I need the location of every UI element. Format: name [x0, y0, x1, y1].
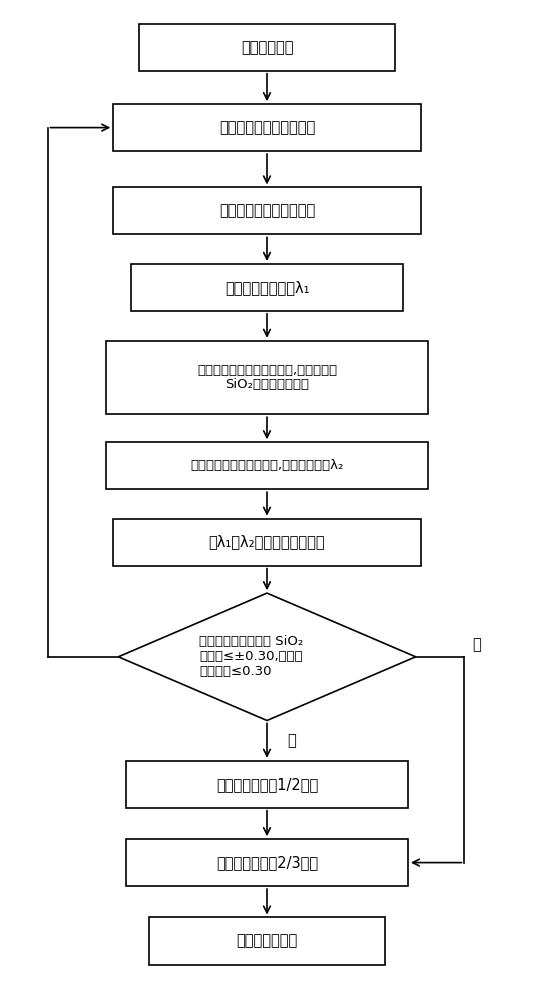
FancyBboxPatch shape	[139, 24, 395, 71]
Polygon shape	[119, 593, 415, 720]
FancyBboxPatch shape	[126, 761, 408, 808]
Text: 依据目标值和实际碱度值,计算出调整量λ₂: 依据目标值和实际碱度值,计算出调整量λ₂	[190, 459, 344, 472]
Text: 由λ₁和λ₂，计算出调整幅度: 由λ₁和λ₂，计算出调整幅度	[209, 535, 325, 550]
Text: 做出调整幅度的1/2调整: 做出调整幅度的1/2调整	[216, 777, 318, 792]
FancyBboxPatch shape	[131, 264, 403, 311]
FancyBboxPatch shape	[126, 839, 408, 886]
Text: 做出调整幅度的2/3调整: 做出调整幅度的2/3调整	[216, 855, 318, 870]
Text: 计算老堆混匀矿化学成分: 计算老堆混匀矿化学成分	[219, 120, 315, 135]
Text: 否: 否	[472, 637, 481, 652]
Text: 依据换堆前十个烧结矿样点,计算出平均
SiO₂值和平均碱度值: 依据换堆前十个烧结矿样点,计算出平均 SiO₂值和平均碱度值	[197, 363, 337, 391]
Text: 判断新、老堆混匀矿 SiO₂
变换值≤±0.30,且氧化
钙变化值≤0.30: 判断新、老堆混匀矿 SiO₂ 变换值≤±0.30,且氧化 钙变化值≤0.30	[200, 635, 304, 678]
FancyBboxPatch shape	[113, 519, 421, 566]
Text: 烧结矿成分校验: 烧结矿成分校验	[237, 934, 297, 948]
FancyBboxPatch shape	[149, 917, 385, 965]
FancyBboxPatch shape	[113, 187, 421, 234]
FancyBboxPatch shape	[106, 341, 428, 414]
Text: 是: 是	[287, 733, 296, 748]
FancyBboxPatch shape	[106, 442, 428, 489]
Text: 换堆碱度调整: 换堆碱度调整	[241, 40, 293, 55]
FancyBboxPatch shape	[113, 104, 421, 151]
Text: 计算出调整百分比λ₁: 计算出调整百分比λ₁	[225, 280, 309, 295]
Text: 计算新堆混匀矿化学成分: 计算新堆混匀矿化学成分	[219, 203, 315, 218]
